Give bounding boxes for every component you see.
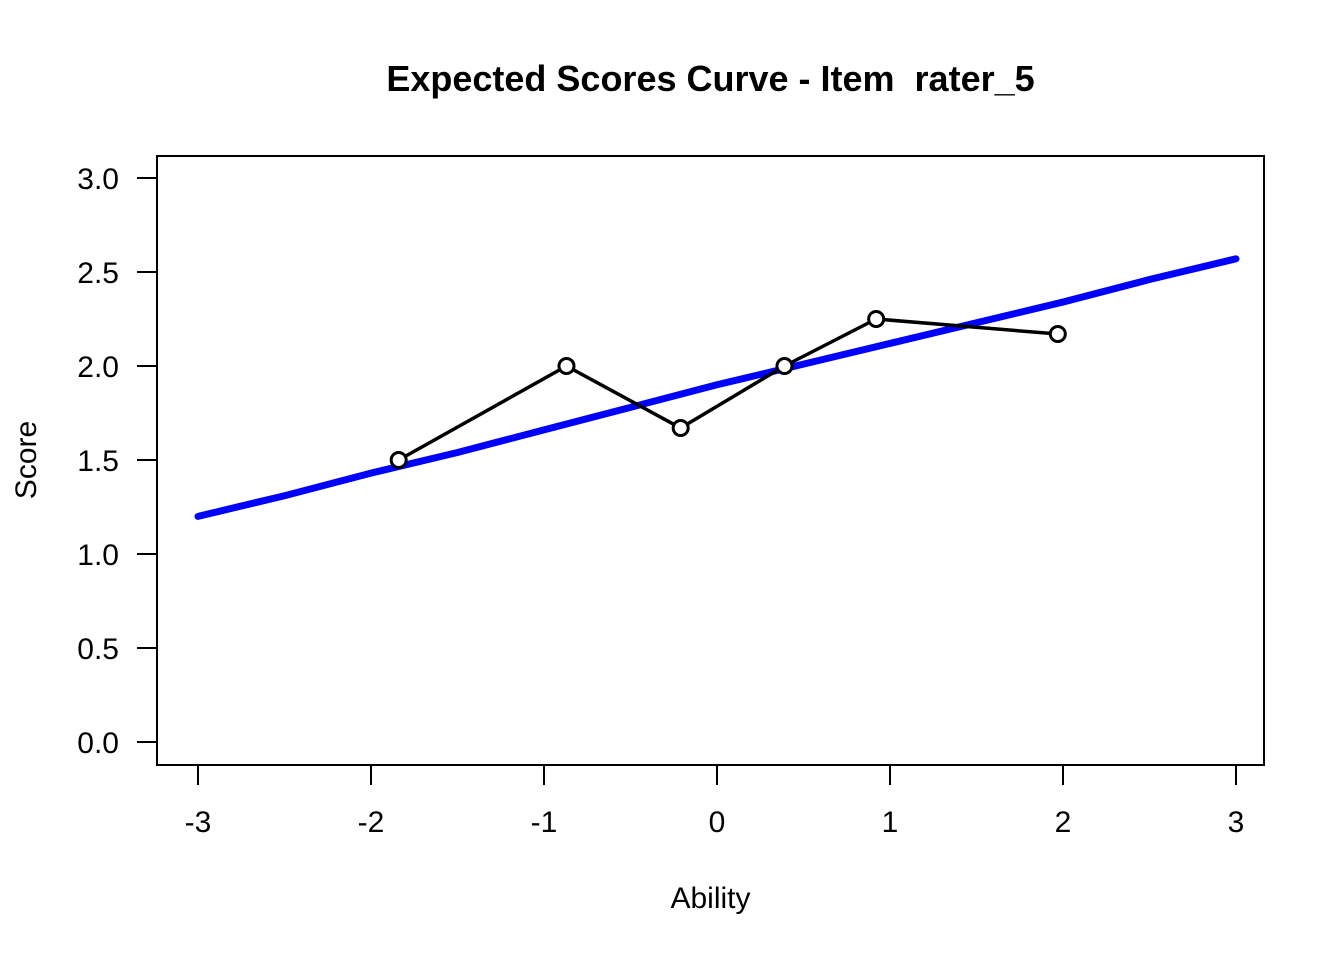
x-tick-label: -1 bbox=[531, 806, 558, 839]
y-tick-label: 2.0 bbox=[77, 351, 119, 384]
y-tick-label: 0.5 bbox=[77, 633, 119, 666]
data-point-marker bbox=[389, 451, 408, 469]
plot-border bbox=[156, 155, 1265, 766]
data-point-marker bbox=[867, 310, 886, 328]
y-tick-label: 2.5 bbox=[77, 257, 119, 290]
x-tick-label: 2 bbox=[1055, 806, 1072, 839]
data-point-marker bbox=[557, 357, 576, 375]
y-tick-label: 3.0 bbox=[77, 163, 119, 196]
y-axis-label: Score bbox=[10, 420, 43, 500]
y-tick-label: 1.0 bbox=[77, 539, 119, 572]
x-axis-label: Ability bbox=[670, 882, 751, 915]
x-tick-label: -3 bbox=[185, 806, 212, 839]
data-point-marker bbox=[1048, 325, 1067, 344]
x-tick-label: 3 bbox=[1228, 806, 1245, 839]
expected-curve bbox=[194, 255, 1240, 520]
x-tick-label: 1 bbox=[882, 806, 899, 839]
data-point-marker bbox=[671, 419, 690, 438]
x-tick-label: -2 bbox=[358, 806, 385, 839]
chart-title: Expected Scores Curve - Item rater_5 bbox=[386, 58, 1035, 99]
y-tick-label: 1.5 bbox=[77, 445, 119, 478]
observed-line bbox=[397, 317, 1058, 462]
x-tick-label: 0 bbox=[709, 806, 726, 839]
y-tick-label: 0.0 bbox=[77, 727, 119, 760]
data-point-marker bbox=[775, 357, 794, 375]
